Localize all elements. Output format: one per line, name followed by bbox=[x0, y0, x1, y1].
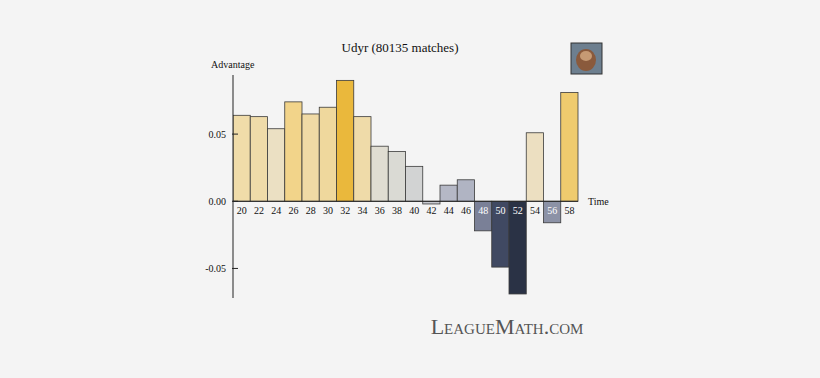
bar bbox=[544, 201, 561, 222]
x-tick-label: 58 bbox=[564, 205, 574, 216]
y-tick bbox=[232, 268, 238, 269]
x-tick-label: 52 bbox=[513, 205, 523, 216]
x-axis-label: Time bbox=[588, 196, 609, 207]
x-tick-label: 30 bbox=[323, 205, 333, 216]
y-tick bbox=[232, 201, 238, 202]
x-tick-label: 56 bbox=[547, 205, 557, 216]
x-tick-label: 50 bbox=[495, 205, 505, 216]
watermark: LeagueMath.com bbox=[431, 314, 584, 339]
x-tick-label: 36 bbox=[375, 205, 385, 216]
x-tick-label: 48 bbox=[478, 205, 488, 216]
y-tick-label: 0.05 bbox=[209, 129, 227, 140]
champion-icon bbox=[571, 43, 602, 74]
x-tick-label: 34 bbox=[357, 205, 367, 216]
x-tick-label: 20 bbox=[237, 205, 247, 216]
bar bbox=[509, 201, 526, 294]
bar bbox=[233, 115, 250, 201]
x-tick-label: 22 bbox=[254, 205, 264, 216]
bar bbox=[354, 117, 371, 202]
x-tick-label: 38 bbox=[392, 205, 402, 216]
bar bbox=[561, 92, 578, 201]
bar bbox=[337, 80, 354, 201]
bar bbox=[302, 114, 319, 201]
x-tick-label: 54 bbox=[530, 205, 540, 216]
bars bbox=[233, 80, 578, 294]
x-tick-label: 42 bbox=[426, 205, 436, 216]
bar bbox=[319, 107, 336, 201]
y-axis-label: Advantage bbox=[211, 59, 255, 70]
x-tick-label: 26 bbox=[288, 205, 298, 216]
bar bbox=[371, 146, 388, 201]
bar bbox=[406, 166, 423, 201]
title: Udyr (80135 matches) bbox=[342, 40, 459, 55]
bar bbox=[492, 201, 509, 267]
y-axis-line bbox=[233, 75, 234, 298]
x-tick-label: 46 bbox=[461, 205, 471, 216]
x-tick-label: 44 bbox=[444, 205, 454, 216]
x-tick-label: 32 bbox=[340, 205, 350, 216]
x-axis-line bbox=[233, 201, 578, 202]
bar bbox=[250, 117, 267, 202]
x-tick-label: 28 bbox=[306, 205, 316, 216]
x-tick-label: 40 bbox=[409, 205, 419, 216]
bar bbox=[475, 201, 492, 231]
bar bbox=[285, 102, 302, 201]
bar bbox=[526, 133, 543, 202]
bar bbox=[457, 180, 474, 201]
bar bbox=[268, 129, 285, 202]
bar bbox=[440, 185, 457, 201]
chart: Udyr (80135 matches) 20 22 24 26 28 30 32 34 36 38… bbox=[0, 0, 820, 378]
y-tick-label: 0.00 bbox=[209, 196, 227, 207]
y-tick-label: -0.05 bbox=[205, 263, 226, 274]
x-tick-label: 24 bbox=[271, 205, 281, 216]
background bbox=[0, 0, 820, 378]
bar bbox=[388, 152, 405, 202]
y-tick bbox=[232, 134, 238, 135]
